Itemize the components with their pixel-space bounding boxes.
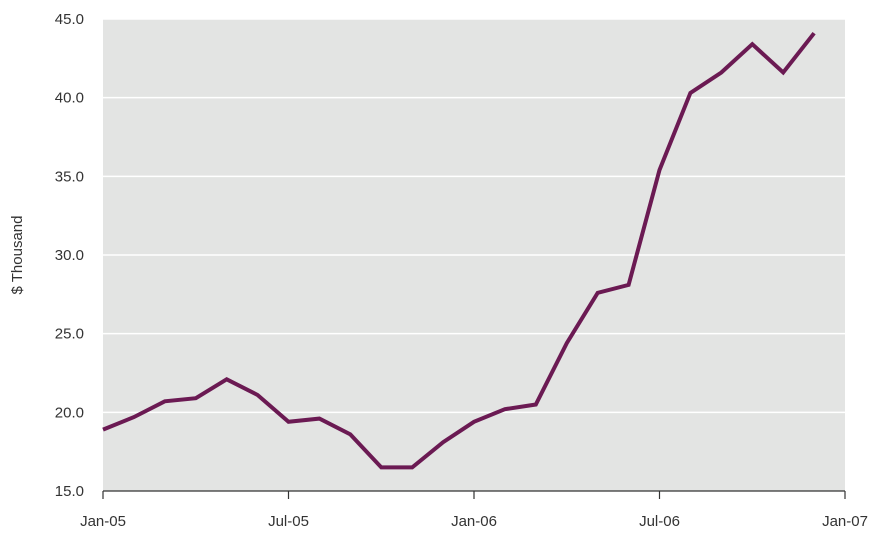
x-tick-label: Jul-06: [639, 513, 680, 530]
series-group: [102, 31, 816, 470]
y-tick-label: 15.0: [55, 483, 84, 500]
series-line: [102, 31, 816, 470]
x-tick-label: Jan-06: [451, 513, 497, 530]
y-tick-label: 35.0: [55, 168, 84, 185]
gridlines: [103, 18, 845, 414]
x-tick-label: Jan-05: [80, 513, 126, 530]
y-axis-ticks: 15.0 20.0 25.0 30.0 35.0 40.0 45.0: [55, 11, 84, 500]
y-tick-label: 40.0: [55, 90, 84, 107]
x-tick-label: Jan-07: [822, 513, 868, 530]
y-tick-label: 25.0: [55, 326, 84, 343]
x-tick-label: Jul-05: [268, 513, 309, 530]
y-tick-label: 20.0: [55, 404, 84, 421]
y-tick-label: 30.0: [55, 247, 84, 264]
y-axis-title: $ Thousand: [9, 216, 26, 295]
x-axis: Jan-05 Jul-05 Jan-06 Jul-06 Jan-07: [80, 490, 868, 530]
y-tick-label: 45.0: [55, 11, 84, 28]
